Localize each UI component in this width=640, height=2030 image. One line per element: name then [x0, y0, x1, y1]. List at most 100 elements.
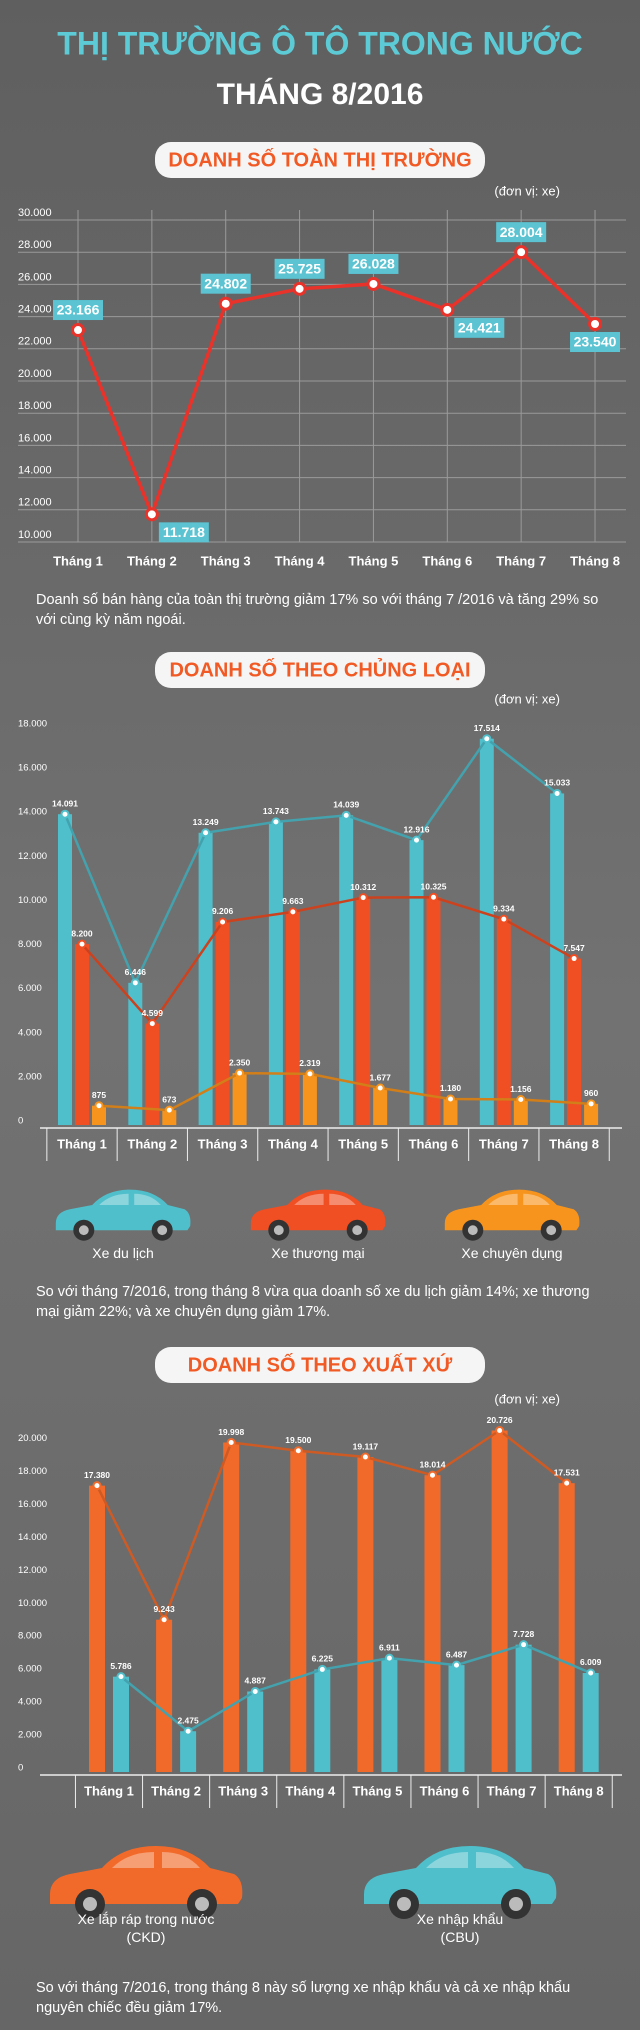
- point: [116, 1672, 126, 1682]
- y-tick-label: 16.000: [18, 432, 52, 444]
- point: [201, 828, 211, 838]
- car-body: [50, 1846, 243, 1904]
- value-label: 26.028: [352, 256, 395, 272]
- legend-label: Xe thương mại: [271, 1245, 365, 1261]
- x-tick-label: Tháng 5: [349, 553, 399, 568]
- point: [60, 809, 70, 819]
- point: [429, 892, 438, 902]
- bar: [550, 793, 565, 1125]
- value-label: 9.206: [212, 906, 234, 916]
- value-label: 23.166: [57, 302, 100, 318]
- y-tick-label: 12.000: [18, 497, 52, 509]
- bar: [515, 1644, 532, 1772]
- point: [482, 734, 492, 744]
- y-tick-label: 28.000: [18, 239, 52, 251]
- bar: [113, 1676, 129, 1772]
- point: [516, 1095, 526, 1105]
- bar: [448, 1665, 465, 1772]
- x-tick-label: Tháng 5: [338, 1136, 388, 1151]
- value-label: 10.312: [350, 882, 376, 892]
- point: [569, 954, 579, 964]
- line-series: [63, 736, 558, 986]
- point: [412, 835, 421, 845]
- value-label: 1.180: [440, 1083, 462, 1093]
- line-series: [120, 1643, 592, 1733]
- bar: [443, 1098, 458, 1125]
- x-tick-label: Tháng 3: [198, 1136, 248, 1151]
- car-body: [55, 1189, 191, 1231]
- point: [562, 1478, 572, 1488]
- y-tick-label: 8.000: [18, 939, 42, 950]
- value-label: 6.009: [580, 1657, 602, 1667]
- value-label: 8.200: [71, 928, 93, 938]
- value-label: 19.117: [353, 1441, 379, 1451]
- bar: [58, 814, 72, 1125]
- value-label: 2.350: [229, 1057, 251, 1067]
- bar: [582, 1672, 599, 1772]
- value-label-box: [496, 222, 547, 243]
- point: [317, 1664, 327, 1674]
- value-label: 10.325: [421, 882, 447, 892]
- x-tick-label: Tháng 3: [201, 553, 251, 568]
- value-label: 14.039: [333, 800, 359, 810]
- value-label: 2.319: [299, 1058, 321, 1068]
- car-window: [294, 1193, 356, 1205]
- bar: [496, 919, 511, 1125]
- x-tick-label: Tháng 4: [285, 1783, 336, 1798]
- value-label: 1.156: [510, 1084, 532, 1094]
- point: [94, 1101, 104, 1111]
- y-tick-label: 16.000: [18, 1499, 47, 1510]
- value-label: 4.599: [142, 1008, 164, 1018]
- car-hub: [195, 1897, 209, 1911]
- bar: [356, 897, 371, 1125]
- point: [218, 917, 228, 927]
- x-tick-label: Tháng 7: [487, 1783, 537, 1798]
- point: [514, 245, 529, 260]
- car-hub: [157, 1225, 168, 1236]
- x-tick-label: Tháng 8: [554, 1783, 604, 1798]
- point: [586, 1099, 596, 1109]
- y-tick-label: 12.000: [18, 1565, 47, 1576]
- value-label: 18.014: [420, 1459, 446, 1469]
- unit-label: (đơn vị: xe): [494, 1391, 560, 1406]
- point: [292, 281, 307, 296]
- point: [440, 302, 455, 317]
- point: [586, 1668, 596, 1678]
- value-label: 13.249: [193, 817, 219, 827]
- section-pill: [155, 652, 485, 688]
- value-label-box: [53, 300, 103, 321]
- value-label: 19.998: [218, 1427, 244, 1437]
- bar: [381, 1658, 398, 1772]
- value-label: 14.091: [52, 798, 78, 808]
- y-tick-label: 0: [18, 1763, 23, 1774]
- value-label: 1.677: [370, 1072, 392, 1082]
- bar: [584, 1103, 599, 1125]
- value-label: 5.786: [110, 1661, 132, 1671]
- line-series: [76, 249, 597, 520]
- x-tick-label: Tháng 8: [549, 1136, 599, 1151]
- point: [446, 1094, 455, 1104]
- bar: [268, 821, 283, 1125]
- y-tick-label: 4.000: [18, 1697, 42, 1708]
- x-tick-label: Tháng 2: [127, 553, 177, 568]
- point: [92, 1481, 102, 1491]
- point: [384, 1653, 394, 1663]
- x-tick-label: Tháng 7: [479, 1136, 529, 1151]
- point: [183, 1726, 193, 1736]
- value-label-box: [348, 253, 399, 274]
- bar: [89, 1485, 105, 1772]
- value-label-box: [454, 317, 505, 338]
- y-tick-label: 4.000: [18, 1027, 42, 1038]
- y-tick-label: 2.000: [18, 1071, 42, 1082]
- y-tick-label: 18.000: [18, 1466, 47, 1477]
- section-title: DOANH SỐ THEO XUẤT XỨ: [188, 1352, 453, 1376]
- point: [305, 1069, 315, 1079]
- x-tick-label: Tháng 1: [84, 1783, 134, 1798]
- y-tick-label: 6.000: [18, 983, 42, 994]
- car-hub: [509, 1897, 523, 1911]
- bar: [513, 1099, 528, 1125]
- car-hub: [83, 1897, 97, 1911]
- section-pill: [155, 142, 485, 178]
- y-tick-label: 0: [18, 1116, 23, 1127]
